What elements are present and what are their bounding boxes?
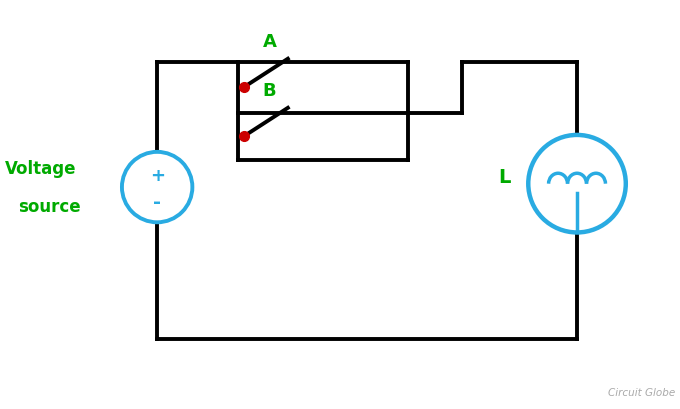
Text: A: A (262, 33, 277, 51)
Text: Circuit Globe: Circuit Globe (608, 387, 675, 397)
Text: +: + (150, 166, 165, 184)
Circle shape (528, 136, 626, 233)
Text: Voltage: Voltage (5, 160, 76, 178)
Text: B: B (262, 82, 276, 100)
Text: L: L (498, 168, 511, 187)
Circle shape (122, 153, 192, 223)
Text: source: source (18, 198, 81, 216)
Text: -: - (153, 193, 161, 212)
